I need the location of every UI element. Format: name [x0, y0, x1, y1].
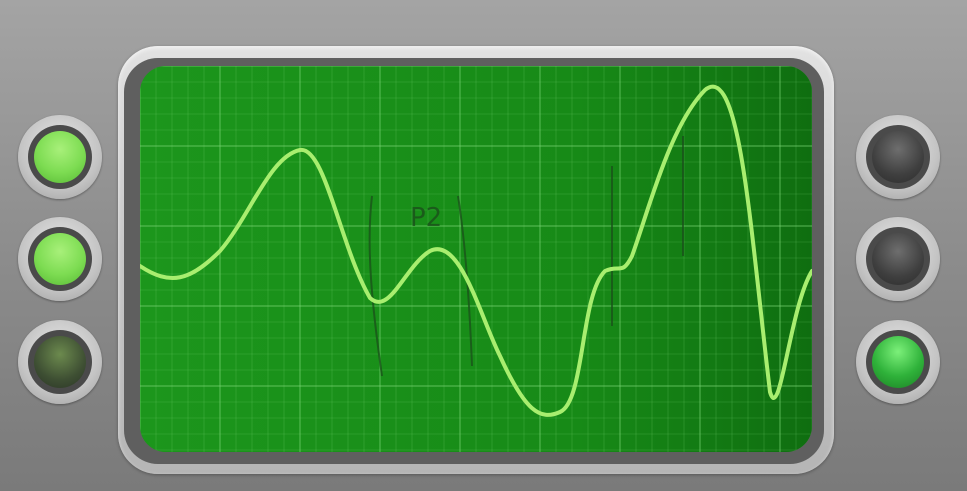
annotation-label: P2 [410, 203, 442, 233]
indicator-left-2-lamp [34, 233, 86, 285]
indicator-left-3-ring[interactable] [18, 320, 102, 404]
indicator-left-3-lamp [34, 336, 86, 388]
waveform-trace [140, 84, 812, 417]
indicator-left-2-ring[interactable] [18, 217, 102, 301]
indicator-right-1-lamp [872, 131, 924, 183]
oscilloscope-screen: P2 [140, 66, 812, 452]
indicator-right-3-ring[interactable] [856, 320, 940, 404]
indicator-right-3-lamp [872, 336, 924, 388]
indicator-right-2-lamp [872, 233, 924, 285]
indicator-left-1-ring[interactable] [18, 115, 102, 199]
indicator-left-1-lamp [34, 131, 86, 183]
annotation-bracket-left [368, 195, 383, 377]
oscilloscope-display: P2 [140, 66, 812, 452]
indicator-right-1-ring[interactable] [856, 115, 940, 199]
screen-grid [140, 66, 812, 452]
indicator-right-2-ring[interactable] [856, 217, 940, 301]
